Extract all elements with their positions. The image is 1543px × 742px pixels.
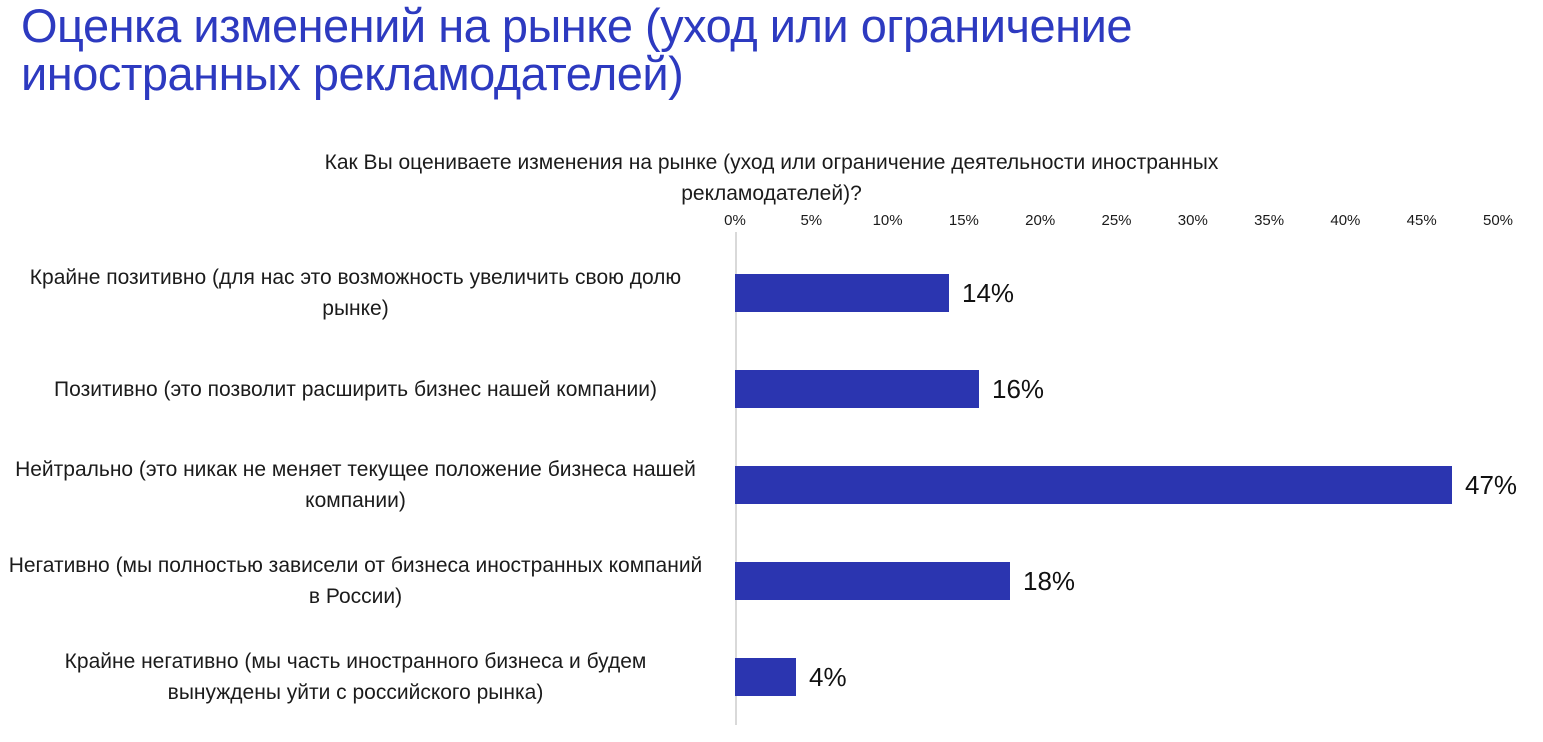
bar (735, 370, 979, 408)
x-axis-tick: 15% (948, 212, 979, 229)
bar (735, 658, 796, 696)
x-axis-tick: 25% (1101, 212, 1132, 229)
value-label: 14% (962, 277, 1015, 308)
x-axis: 0% 5% 10% 15% 20% 25% 30% 35% 40% 45% 50% (724, 212, 1513, 232)
category-label: Крайне позитивно (для нас это возможност… (29, 266, 682, 320)
value-label: 4% (809, 661, 847, 692)
category-label: Позитивно (это позволит расширить бизнес… (54, 377, 657, 401)
chart-rows: Крайне позитивно (для нас это возможност… (0, 245, 1543, 725)
bar (735, 466, 1452, 504)
x-axis-tick: 40% (1330, 212, 1361, 229)
value-label: 16% (992, 373, 1045, 404)
bar (735, 274, 949, 312)
chart-question: Как Вы оцениваете изменения на рынке (ух… (324, 151, 1219, 205)
bar-row: Позитивно (это позволит расширить бизнес… (0, 341, 1543, 437)
x-axis-tick: 0% (724, 212, 746, 229)
page-title: Оценка изменений на рынке (уход или огра… (21, 0, 1132, 100)
category-label: Негативно (мы полностью зависели от бизн… (8, 554, 703, 608)
x-axis-tick: 35% (1254, 212, 1285, 229)
value-label: 18% (1023, 565, 1076, 596)
x-axis-tick: 45% (1406, 212, 1437, 229)
value-label: 47% (1465, 469, 1518, 500)
x-axis-tick: 10% (872, 212, 903, 229)
category-label: Нейтрально (это никак не меняет текущее … (15, 458, 696, 512)
bar-area: 14% (735, 274, 1543, 312)
bar-area: 47% (735, 466, 1543, 504)
bar (735, 562, 1010, 600)
bar-area: 4% (735, 658, 1543, 696)
category-label: Крайне негативно (мы часть иностранного … (64, 650, 647, 704)
x-axis-tick: 5% (800, 212, 823, 229)
x-axis-tick: 20% (1025, 212, 1056, 229)
bar-area: 16% (735, 370, 1543, 408)
bar-row: Крайне негативно (мы часть иностранного … (0, 629, 1543, 725)
bar-row: Нейтрально (это никак не меняет текущее … (0, 437, 1543, 533)
x-axis-tick: 30% (1177, 212, 1208, 229)
bar-row: Негативно (мы полностью зависели от бизн… (0, 533, 1543, 629)
bar-row: Крайне позитивно (для нас это возможност… (0, 245, 1543, 341)
bar-area: 18% (735, 562, 1543, 600)
x-axis-tick: 50% (1482, 212, 1514, 229)
